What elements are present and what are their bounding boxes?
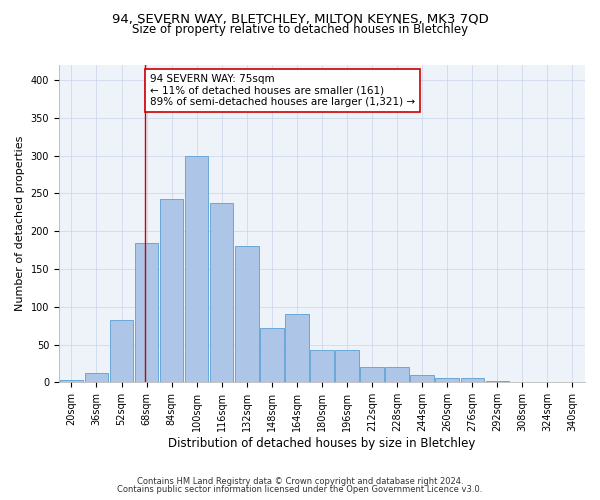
- Text: 94, SEVERN WAY, BLETCHLEY, MILTON KEYNES, MK3 7QD: 94, SEVERN WAY, BLETCHLEY, MILTON KEYNES…: [112, 12, 488, 26]
- Text: 94 SEVERN WAY: 75sqm
← 11% of detached houses are smaller (161)
89% of semi-deta: 94 SEVERN WAY: 75sqm ← 11% of detached h…: [150, 74, 415, 108]
- Bar: [185, 156, 208, 382]
- Bar: [461, 378, 484, 382]
- Bar: [210, 202, 233, 382]
- Bar: [385, 367, 409, 382]
- Bar: [85, 374, 108, 382]
- Bar: [285, 314, 308, 382]
- Y-axis label: Number of detached properties: Number of detached properties: [15, 136, 25, 312]
- Bar: [310, 350, 334, 382]
- Text: Contains HM Land Registry data © Crown copyright and database right 2024.: Contains HM Land Registry data © Crown c…: [137, 477, 463, 486]
- Bar: [110, 320, 133, 382]
- Bar: [485, 381, 509, 382]
- Text: Contains public sector information licensed under the Open Government Licence v3: Contains public sector information licen…: [118, 485, 482, 494]
- X-axis label: Distribution of detached houses by size in Bletchley: Distribution of detached houses by size …: [168, 437, 476, 450]
- Bar: [135, 242, 158, 382]
- Bar: [361, 367, 384, 382]
- Text: Size of property relative to detached houses in Bletchley: Size of property relative to detached ho…: [132, 22, 468, 36]
- Bar: [160, 198, 184, 382]
- Bar: [335, 350, 359, 382]
- Bar: [260, 328, 284, 382]
- Bar: [436, 378, 459, 382]
- Bar: [235, 246, 259, 382]
- Bar: [59, 380, 83, 382]
- Bar: [410, 375, 434, 382]
